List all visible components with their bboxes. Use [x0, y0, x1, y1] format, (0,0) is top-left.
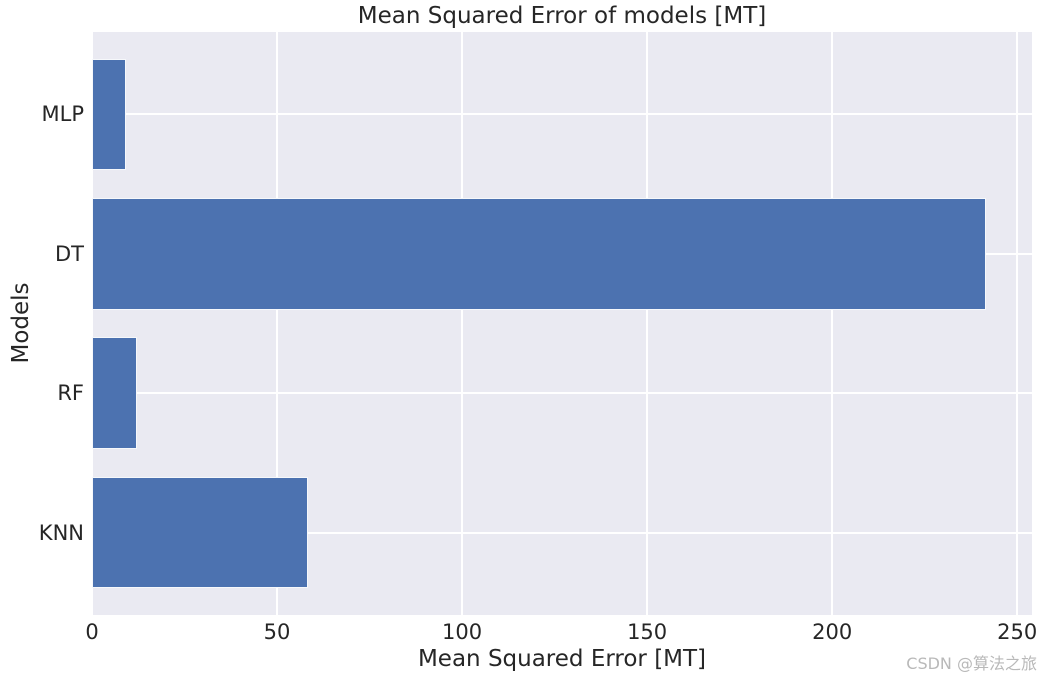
x-tick-label-200: 200 [812, 620, 853, 644]
gridline-x-200 [831, 32, 834, 615]
gridline-x-0 [91, 32, 93, 615]
gridline-x-50 [276, 32, 279, 615]
chart-title: Mean Squared Error of models [MT] [357, 3, 767, 29]
gridline-x-250 [1016, 32, 1019, 615]
bar-mlp [92, 58, 127, 171]
x-tick-label-0: 0 [85, 620, 99, 644]
x-tick-label-50: 50 [263, 620, 291, 644]
x-tick-label-250: 250 [997, 620, 1038, 644]
bar-dt [92, 197, 987, 310]
gridline-x-100 [461, 32, 464, 615]
watermark: CSDN @算法之旅 [906, 654, 1037, 673]
y-tick-label-dt: DT [55, 241, 84, 266]
x-tick-label-150: 150 [627, 620, 668, 644]
gridline-y-mlp [92, 113, 1032, 116]
gridline-x-150 [646, 32, 649, 615]
bar-knn [92, 476, 308, 589]
y-tick-label-rf: RF [57, 381, 84, 406]
gridline-y-rf [92, 392, 1032, 395]
x-axis-label: Mean Squared Error [MT] [417, 646, 707, 672]
x-tick-label-100: 100 [442, 620, 483, 644]
bar-rf [92, 337, 138, 450]
y-tick-label-mlp: MLP [41, 102, 84, 127]
plot-area [91, 32, 1032, 615]
y-tick-label-knn: KNN [38, 520, 84, 545]
gridline-y-knn [92, 531, 1032, 534]
y-axis-label: Models [8, 282, 34, 364]
